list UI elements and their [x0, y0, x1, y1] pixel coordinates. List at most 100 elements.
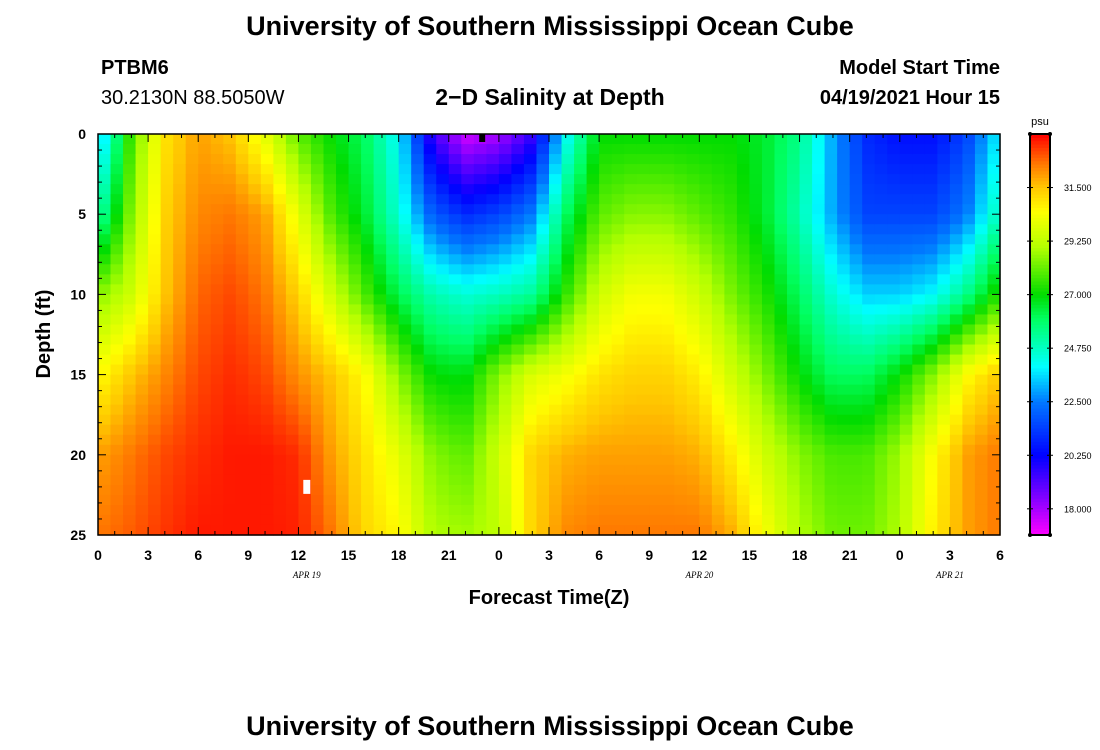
heatmap-cell: [173, 394, 187, 406]
heatmap-cell: [549, 344, 563, 356]
heatmap-cell: [611, 324, 625, 336]
heatmap-cell: [398, 214, 412, 225]
heatmap-cell: [536, 214, 550, 225]
heatmap-cell: [761, 244, 776, 255]
heatmap-cell: [862, 404, 876, 416]
heatmap-cell: [298, 324, 312, 336]
heatmap-cell: [498, 214, 513, 225]
heatmap-cell: [298, 194, 312, 205]
heatmap-cell: [624, 164, 638, 175]
heatmap-cell: [974, 264, 989, 275]
heatmap-cell: [110, 144, 124, 155]
heatmap-cell: [498, 434, 513, 446]
heatmap-cell: [761, 314, 776, 326]
heatmap-cell: [924, 274, 938, 285]
heatmap-cell: [661, 234, 675, 245]
heatmap-cell: [937, 494, 951, 506]
heatmap-cell: [361, 454, 375, 466]
heatmap-cell: [285, 434, 300, 446]
heatmap-cell: [273, 344, 287, 356]
heatmap-cell: [336, 304, 350, 316]
heatmap-cell: [223, 294, 237, 306]
heatmap-cell: [185, 514, 199, 526]
heatmap-cell: [987, 254, 1001, 265]
heatmap-cell: [974, 374, 989, 386]
heatmap-cell: [173, 344, 187, 356]
heatmap-cell: [561, 204, 575, 215]
heatmap-cell: [523, 134, 538, 145]
heatmap-cell: [549, 154, 563, 165]
heatmap-cell: [849, 264, 863, 275]
heatmap-cell: [899, 264, 913, 275]
heatmap-cell: [837, 294, 851, 306]
heatmap-cell: [674, 254, 688, 265]
heatmap-cell: [198, 304, 212, 316]
heatmap-cell: [523, 214, 538, 225]
heatmap-cell: [674, 414, 688, 426]
heatmap-cell: [411, 234, 425, 245]
heatmap-cell: [523, 374, 538, 386]
heatmap-cell: [574, 354, 588, 366]
heatmap-cell: [649, 514, 663, 526]
colorbar-segment: [1030, 247, 1050, 252]
heatmap-cell: [549, 294, 563, 306]
heatmap-cell: [436, 444, 450, 456]
heatmap-cell: [98, 334, 112, 346]
heatmap-cell: [448, 514, 462, 526]
heatmap-cell: [198, 134, 212, 145]
heatmap-cell: [636, 264, 650, 275]
heatmap-cell: [486, 294, 500, 306]
heatmap-cell: [674, 144, 688, 155]
heatmap-cell: [774, 494, 788, 506]
heatmap-cell: [160, 324, 174, 336]
heatmap-cell: [924, 134, 938, 145]
heatmap-cell: [361, 334, 375, 346]
heatmap-cell: [599, 254, 613, 265]
heatmap-cell: [310, 444, 325, 456]
heatmap-cell: [887, 464, 901, 476]
heatmap-cell: [235, 374, 249, 386]
heatmap-cell: [912, 154, 926, 165]
heatmap-cell: [599, 154, 613, 165]
heatmap-cell: [436, 184, 450, 195]
colorbar-segment: [1030, 454, 1050, 459]
heatmap-cell: [423, 394, 437, 406]
heatmap-cell: [448, 504, 462, 516]
heatmap-cell: [348, 294, 362, 306]
heatmap-cell: [185, 234, 199, 245]
heatmap-cell: [173, 384, 187, 396]
heatmap-cell: [160, 214, 174, 225]
heatmap-cell: [574, 254, 588, 265]
heatmap-cell: [837, 374, 851, 386]
heatmap-cell: [235, 174, 249, 185]
heatmap-cell: [949, 384, 964, 396]
heatmap-cell: [699, 204, 713, 215]
heatmap-cell: [761, 444, 776, 456]
heatmap-cell: [361, 134, 375, 145]
heatmap-cell: [787, 254, 801, 265]
heatmap-cell: [774, 374, 788, 386]
heatmap-cell: [160, 344, 174, 356]
heatmap-cell: [523, 384, 538, 396]
white-marker: [303, 479, 311, 494]
heatmap-cell: [774, 424, 788, 436]
heatmap-cell: [987, 164, 1001, 175]
heatmap-cell: [273, 194, 287, 205]
heatmap-cell: [173, 274, 187, 285]
heatmap-cell: [599, 234, 613, 245]
heatmap-cell: [423, 354, 437, 366]
heatmap-cell: [298, 524, 312, 536]
heatmap-cell: [924, 234, 938, 245]
heatmap-cell: [436, 164, 450, 175]
heatmap-cell: [373, 484, 387, 496]
heatmap-cell: [310, 264, 325, 275]
heatmap-cell: [949, 404, 964, 416]
heatmap-cell: [837, 314, 851, 326]
heatmap-cell: [98, 474, 112, 486]
heatmap-cell: [436, 244, 450, 255]
heatmap-cell: [235, 134, 249, 145]
heatmap-cell: [774, 324, 788, 336]
heatmap-cell: [486, 134, 500, 145]
heatmap-cell: [574, 444, 588, 456]
heatmap-cell: [373, 324, 387, 336]
